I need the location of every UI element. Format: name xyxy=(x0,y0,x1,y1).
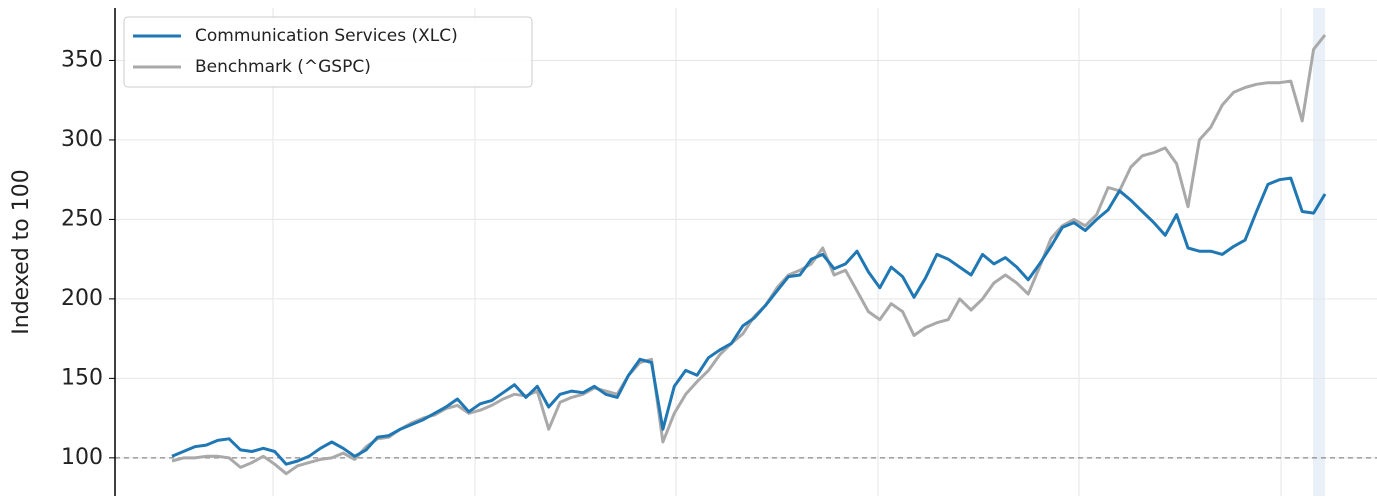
y-tick-label: 100 xyxy=(61,445,103,470)
y-tick-label: 300 xyxy=(61,127,103,152)
series-line xyxy=(171,176,1327,466)
y-tick-label: 250 xyxy=(61,206,103,231)
x-grid xyxy=(272,8,1282,496)
legend-box xyxy=(123,16,533,88)
y-tick-label: 150 xyxy=(61,365,103,390)
series-line xyxy=(171,34,1327,476)
y-tick-label: 350 xyxy=(61,47,103,72)
y-axis-label: Indexed to 100 xyxy=(9,169,34,334)
legend-label: Benchmark (^GSPC) xyxy=(195,57,371,77)
highlight-band xyxy=(1313,8,1325,496)
y-tick-label: 200 xyxy=(61,286,103,311)
plot: 100 150 200 250 300 350 Communication Services… xyxy=(61,16,1377,476)
legend: Communication Services (XLC) Benchmark (^… xyxy=(123,16,533,88)
legend-label: Communication Services (XLC) xyxy=(195,26,458,46)
